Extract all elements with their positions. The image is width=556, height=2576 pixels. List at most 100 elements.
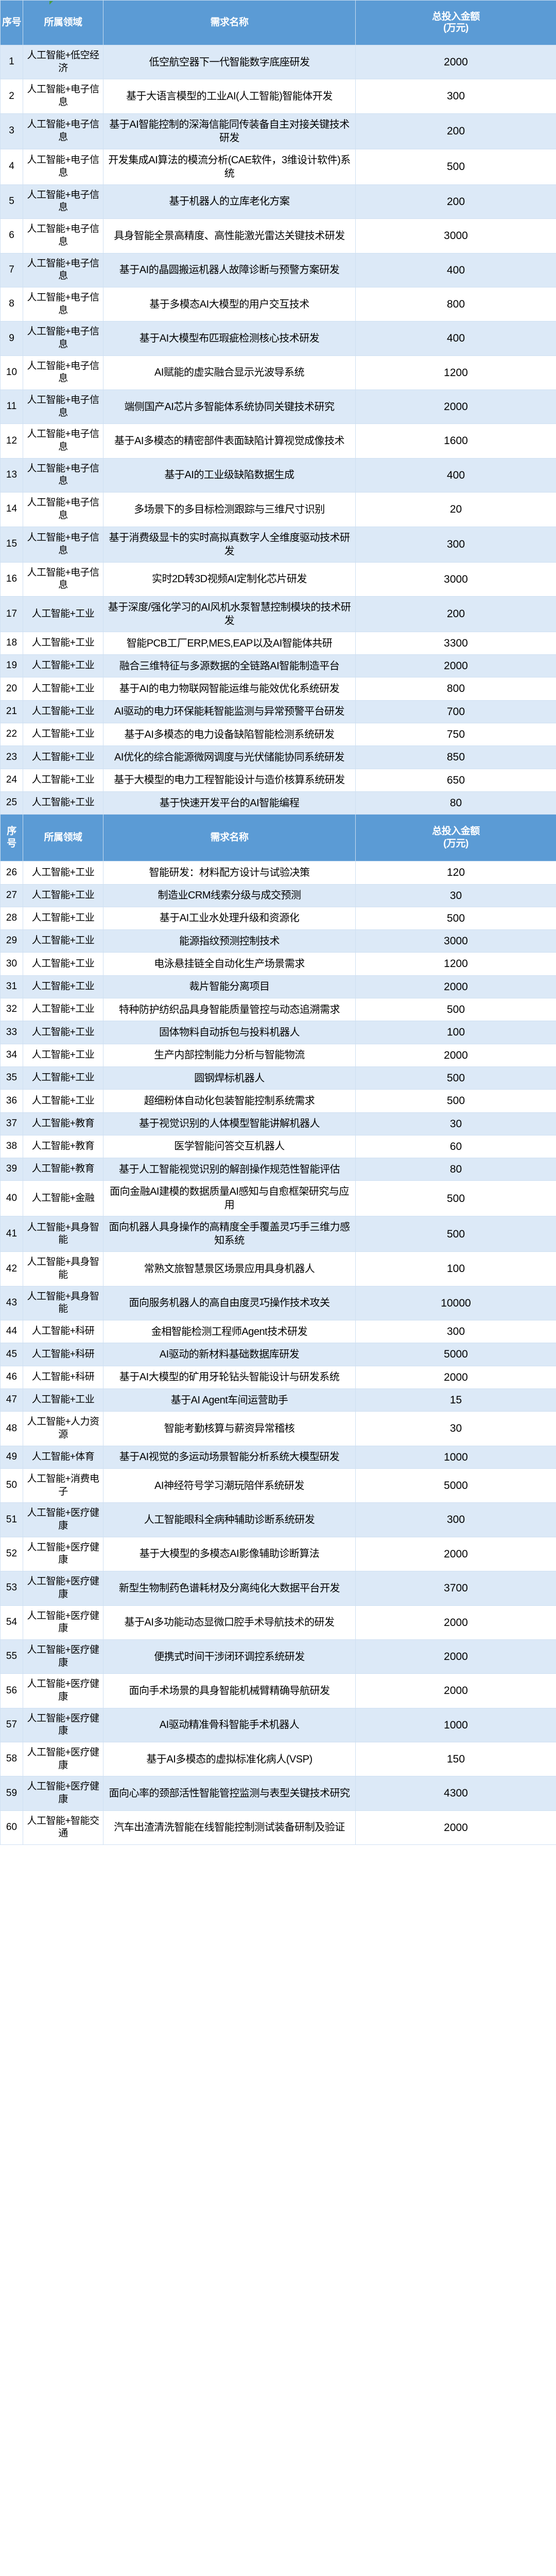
cell-amount[interactable]: 3000 (355, 562, 556, 597)
cell-field[interactable]: 人工智能+电子信息 (23, 562, 103, 597)
cell-index[interactable]: 56 (0, 1673, 23, 1708)
cell-index[interactable]: 25 (0, 791, 23, 815)
cell-field[interactable]: 人工智能+医疗健康 (23, 1502, 103, 1537)
cell-amount[interactable]: 3000 (355, 929, 556, 953)
table-row[interactable]: 15 人工智能+电子信息 基于消费级显卡的实时高拟真数字人全维度驱动技术研发 300 (0, 526, 556, 563)
cell-field[interactable]: 人工智能+科研 (23, 1343, 103, 1366)
cell-field[interactable]: 人工智能+医疗健康 (23, 1605, 103, 1640)
cell-amount[interactable]: 650 (355, 768, 556, 792)
cell-field[interactable]: 人工智能+金融 (23, 1180, 103, 1217)
column-header-name[interactable]: 需求名称 (103, 814, 356, 862)
table-row[interactable]: 31 人工智能+工业 裁片智能分离项目 2000 (0, 975, 556, 999)
cell-index[interactable]: 33 (0, 1021, 23, 1044)
cell-field[interactable]: 人工智能+工业 (23, 1021, 103, 1044)
table-row[interactable]: 60 人工智能+智能交通 汽车出渣清洗智能在线智能控制测试装备研制及验证 2000 (0, 1810, 556, 1845)
table-row[interactable]: 41 人工智能+具身智能 面向机器人具身操作的高精度全手覆盖灵巧手三维力感知系统 50… (0, 1216, 556, 1252)
cell-index[interactable]: 11 (0, 389, 23, 425)
cell-name[interactable]: AI驱动精准骨科智能手术机器人 (103, 1707, 356, 1743)
cell-index[interactable]: 58 (0, 1742, 23, 1777)
cell-field[interactable]: 人工智能+电子信息 (23, 526, 103, 563)
cell-name[interactable]: 基于大语言模型的工业AI(人工智能)智能体开发 (103, 79, 356, 114)
cell-field[interactable]: 人工智能+工业 (23, 906, 103, 930)
cell-amount[interactable]: 800 (355, 677, 556, 701)
cell-amount[interactable]: 2000 (355, 44, 556, 80)
cell-amount[interactable]: 1600 (355, 423, 556, 459)
table-row[interactable]: 9 人工智能+电子信息 基于AI大模型布匹瑕疵检测核心技术研发 400 (0, 321, 556, 356)
column-header-amount[interactable]: 总投入金额 (万元) (355, 0, 556, 45)
table-row[interactable]: 57 人工智能+医疗健康 AI驱动精准骨科智能手术机器人 1000 (0, 1707, 556, 1743)
cell-amount[interactable]: 500 (355, 906, 556, 930)
cell-amount[interactable]: 80 (355, 791, 556, 815)
table-row[interactable]: 29 人工智能+工业 能源指纹预测控制技术 3000 (0, 929, 556, 953)
cell-index[interactable]: 13 (0, 457, 23, 493)
cell-index[interactable]: 44 (0, 1320, 23, 1344)
cell-index[interactable]: 54 (0, 1605, 23, 1640)
cell-amount[interactable]: 2000 (355, 654, 556, 678)
cell-name[interactable]: 端侧国产AI芯片多智能体系统协同关键技术研究 (103, 389, 356, 425)
cell-index[interactable]: 28 (0, 906, 23, 930)
cell-index[interactable]: 16 (0, 562, 23, 597)
cell-field[interactable]: 人工智能+工业 (23, 884, 103, 907)
cell-amount[interactable]: 1200 (355, 952, 556, 976)
cell-amount[interactable]: 800 (355, 286, 556, 322)
cell-name[interactable]: 基于AI多功能动态显微口腔手术导航技术的研发 (103, 1605, 356, 1640)
cell-name[interactable]: 电泳悬挂链全自动化生产场景需求 (103, 952, 356, 976)
cell-name[interactable]: 基于AI工业水处理升级和资源化 (103, 906, 356, 930)
cell-name[interactable]: AI驱动的新材料基础数据库研发 (103, 1343, 356, 1366)
cell-index[interactable]: 55 (0, 1639, 23, 1674)
cell-name[interactable]: 基于AI视觉的多运动场景智能分析系统大模型研发 (103, 1445, 356, 1469)
cell-name[interactable]: AI驱动的电力环保能耗智能监测与异常预警平台研发 (103, 700, 356, 724)
cell-amount[interactable]: 500 (355, 1066, 556, 1090)
cell-name[interactable]: 基于消费级显卡的实时高拟真数字人全维度驱动技术研发 (103, 526, 356, 563)
cell-index[interactable]: 20 (0, 677, 23, 701)
cell-amount[interactable]: 500 (355, 998, 556, 1022)
cell-index[interactable]: 2 (0, 79, 23, 114)
cell-name[interactable]: 基于AI多模态的精密部件表面缺陷计算视觉成像技术 (103, 423, 356, 459)
cell-name[interactable]: 基于AI智能控制的深海信能同传装备自主对接关键技术研发 (103, 113, 356, 149)
table-row[interactable]: 22 人工智能+工业 基于AI多模态的电力设备缺陷智能检测系统研发 750 (0, 723, 556, 747)
table-row[interactable]: 32 人工智能+工业 特种防护纺织品具身智能质量管控与动态追溯需求 500 (0, 998, 556, 1022)
table-row[interactable]: 26 人工智能+工业 智能研发：材料配方设计与试验决策 120 (0, 861, 556, 885)
cell-name[interactable]: 生产内部控制能力分析与智能物流 (103, 1043, 356, 1067)
cell-field[interactable]: 人工智能+教育 (23, 1112, 103, 1136)
cell-field[interactable]: 人工智能+消费电子 (23, 1468, 103, 1503)
column-header-amount[interactable]: 总投入金额 (万元) (355, 814, 556, 862)
cell-amount[interactable]: 4300 (355, 1776, 556, 1811)
table-row[interactable]: 43 人工智能+具身智能 面向服务机器人的高自由度灵巧操作技术攻关 10000 (0, 1285, 556, 1321)
table-row[interactable]: 25 人工智能+工业 基于快速开发平台的AI智能编程 80 (0, 791, 556, 815)
cell-field[interactable]: 人工智能+工业 (23, 1043, 103, 1067)
cell-name[interactable]: 面向服务机器人的高自由度灵巧操作技术攻关 (103, 1285, 356, 1321)
table-row[interactable]: 37 人工智能+教育 基于视觉识别的人体模型智能讲解机器人 30 (0, 1112, 556, 1136)
table-row[interactable]: 18 人工智能+工业 智能PCB工厂ERP,MES,EAP以及AI智能体共研 3300 (0, 631, 556, 655)
cell-name[interactable]: 基于AI多模态的电力设备缺陷智能检测系统研发 (103, 723, 356, 747)
cell-index[interactable]: 1 (0, 44, 23, 80)
cell-field[interactable]: 人工智能+工业 (23, 1388, 103, 1412)
cell-index[interactable]: 52 (0, 1536, 23, 1572)
cell-index[interactable]: 22 (0, 723, 23, 747)
cell-amount[interactable]: 1200 (355, 355, 556, 391)
cell-name[interactable]: 基于AI多模态的虚拟标准化病人(VSP) (103, 1742, 356, 1777)
cell-field[interactable]: 人工智能+医疗健康 (23, 1742, 103, 1777)
cell-name[interactable]: 常熟文旅智慧景区场景应用具身机器人 (103, 1251, 356, 1286)
cell-amount[interactable]: 1000 (355, 1707, 556, 1743)
table-row[interactable]: 13 人工智能+电子信息 基于AI的工业级缺陷数据生成 400 (0, 457, 556, 493)
table-row[interactable]: 16 人工智能+电子信息 实时2D转3D视频AI定制化芯片研发 3000 (0, 562, 556, 597)
cell-field[interactable]: 人工智能+工业 (23, 998, 103, 1022)
cell-name[interactable]: 开发集成AI算法的模流分析(CAE软件，3维设计软件)系统 (103, 148, 356, 185)
cell-index[interactable]: 21 (0, 700, 23, 724)
cell-name[interactable]: 能源指纹预测控制技术 (103, 929, 356, 953)
table-row[interactable]: 12 人工智能+电子信息 基于AI多模态的精密部件表面缺陷计算视觉成像技术 1600 (0, 423, 556, 459)
cell-amount[interactable]: 5000 (355, 1468, 556, 1503)
cell-field[interactable]: 人工智能+工业 (23, 861, 103, 885)
cell-amount[interactable]: 60 (355, 1134, 556, 1159)
cell-index[interactable]: 37 (0, 1112, 23, 1136)
table-row[interactable]: 49 人工智能+体育 基于AI视觉的多运动场景智能分析系统大模型研发 1000 (0, 1445, 556, 1469)
cell-index[interactable]: 19 (0, 654, 23, 678)
cell-amount[interactable]: 3000 (355, 218, 556, 253)
cell-field[interactable]: 人工智能+工业 (23, 631, 103, 655)
cell-amount[interactable]: 500 (355, 1089, 556, 1113)
table-row[interactable]: 8 人工智能+电子信息 基于多模态AI大模型的用户交互技术 800 (0, 286, 556, 322)
table-row[interactable]: 45 人工智能+科研 AI驱动的新材料基础数据库研发 5000 (0, 1343, 556, 1366)
column-header-index[interactable]: 序号 (0, 814, 23, 862)
cell-index[interactable]: 34 (0, 1043, 23, 1067)
